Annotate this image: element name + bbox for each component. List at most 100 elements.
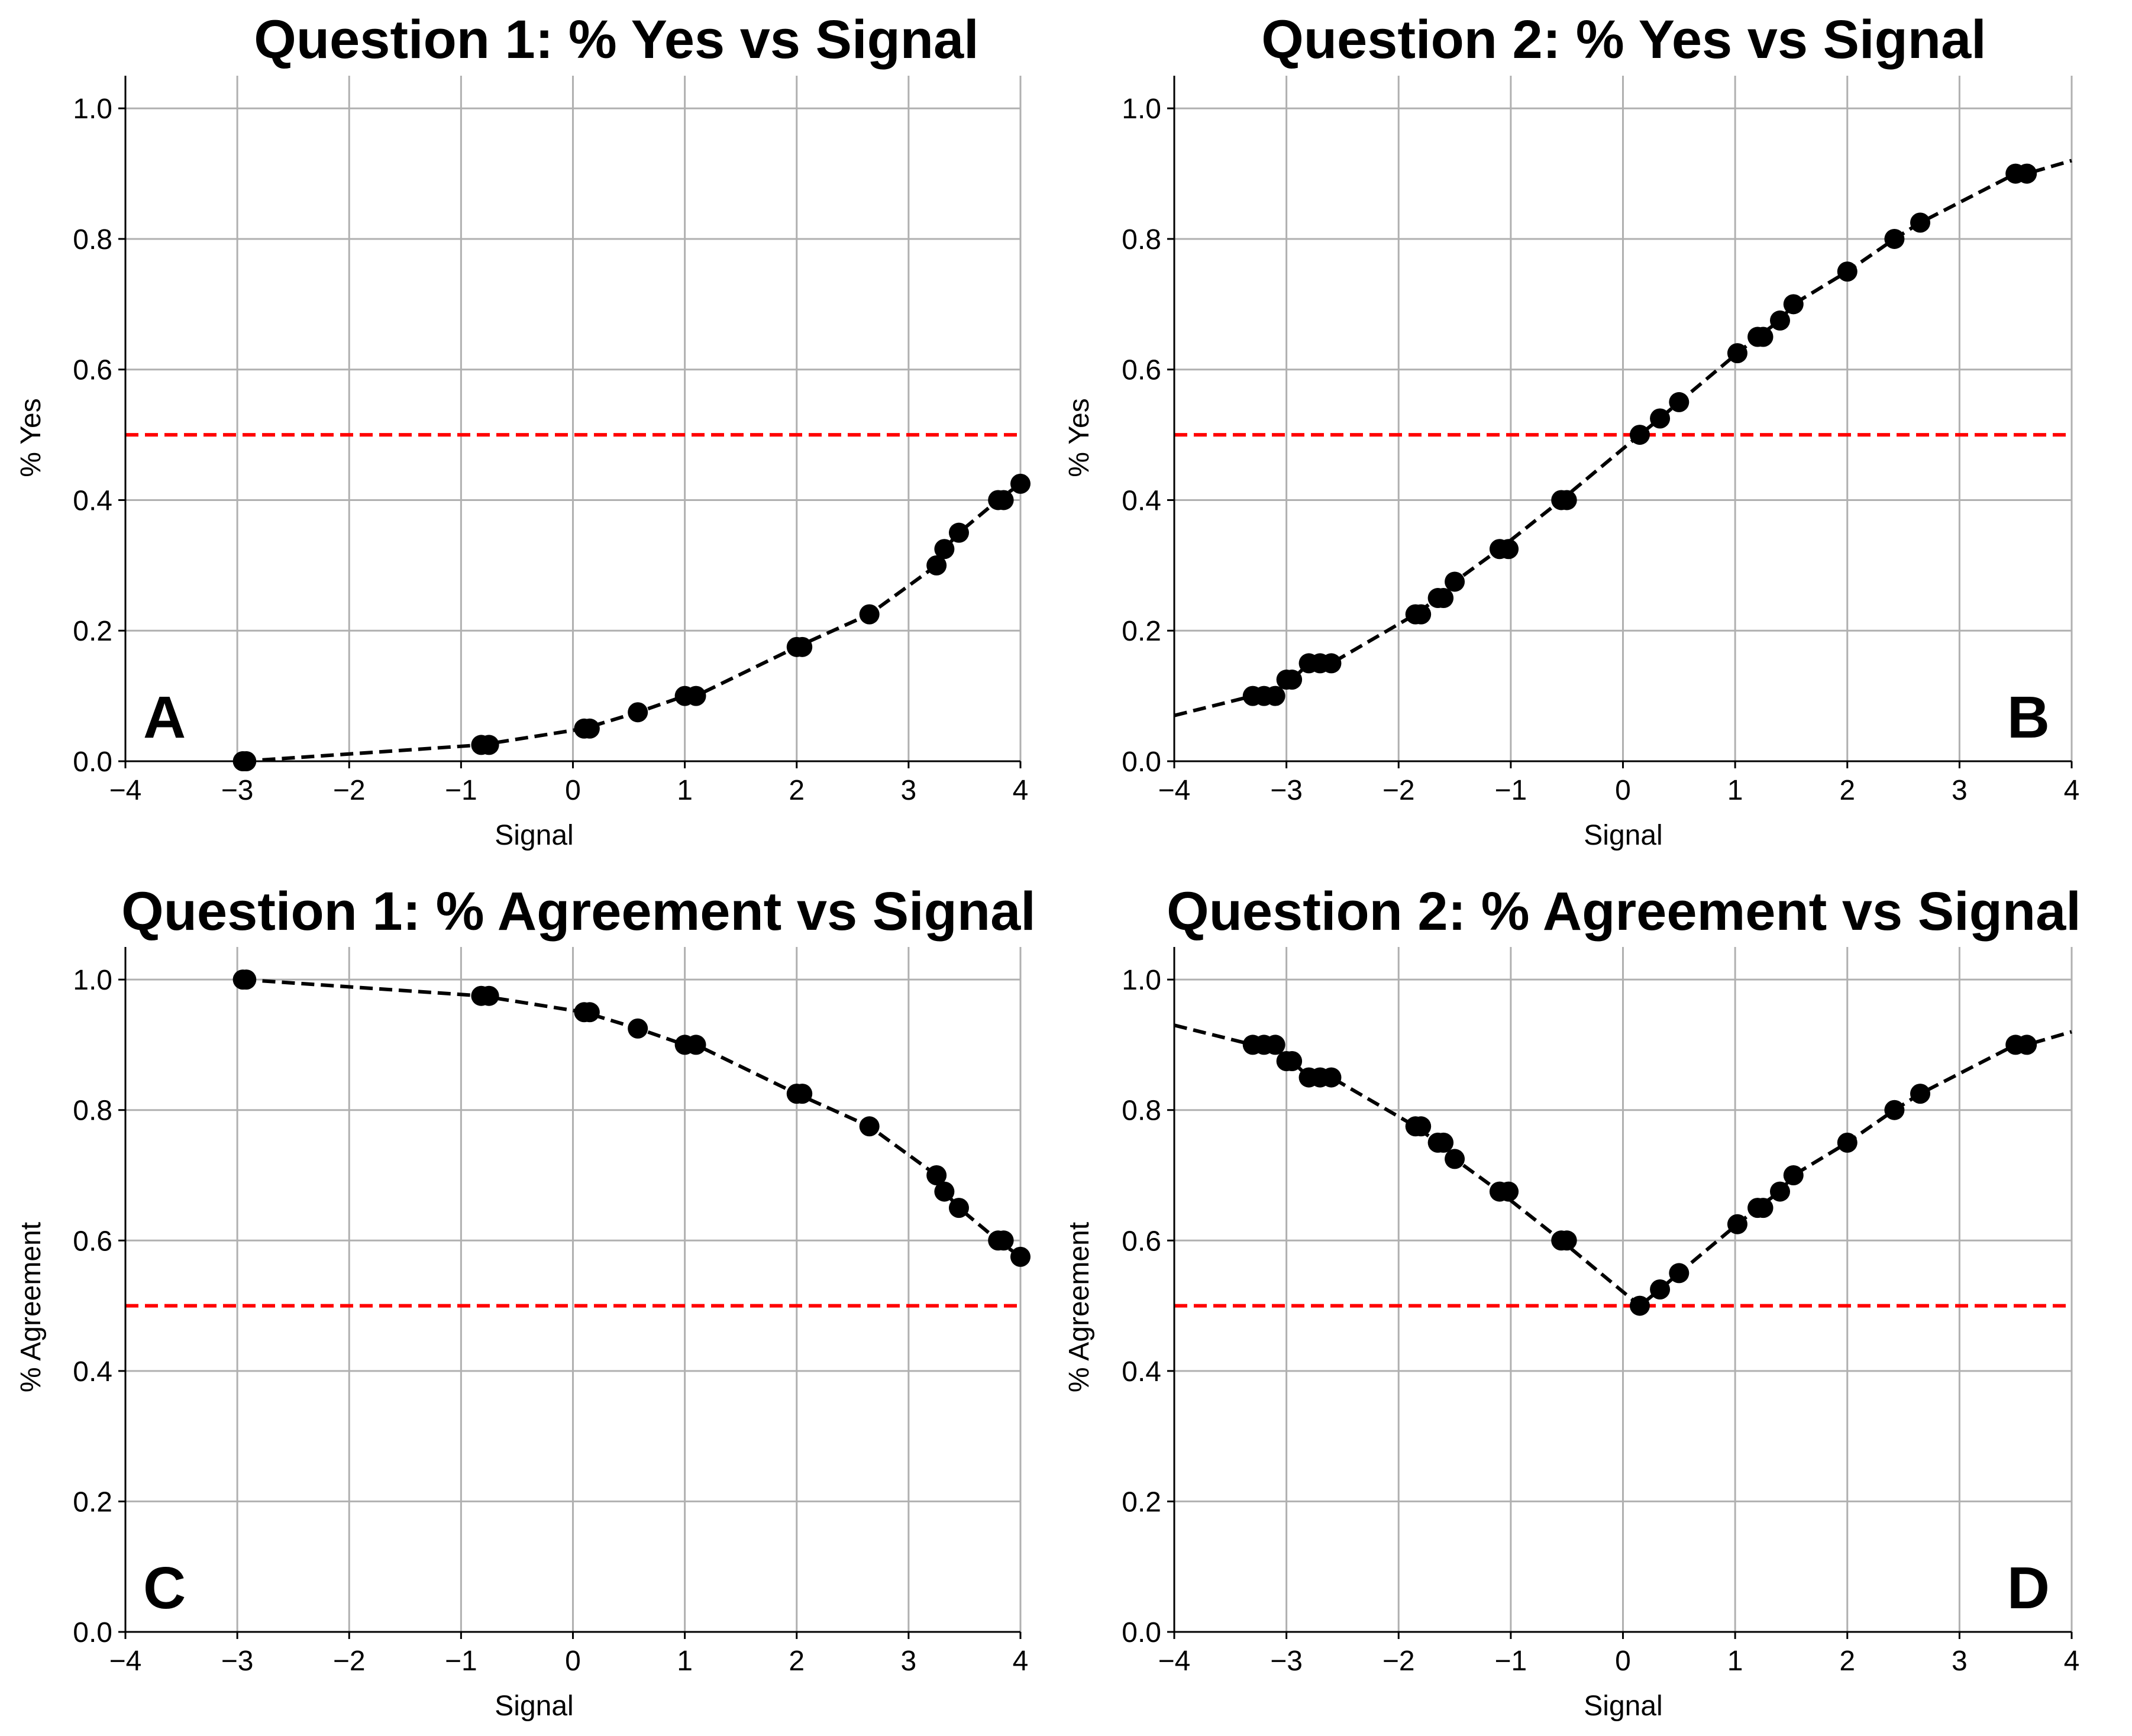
data-point	[1411, 1116, 1432, 1137]
data-point	[1433, 1132, 1454, 1153]
x-axis-label: Signal	[495, 820, 573, 851]
panel-letter: B	[2007, 684, 2050, 751]
y-tick-label: 0.4	[1122, 485, 1161, 516]
data-point	[1265, 686, 1285, 706]
y-tick-label: 0.2	[73, 616, 112, 647]
data-point	[1884, 1100, 1905, 1120]
data-point	[686, 686, 706, 706]
y-tick-label: 0.6	[1122, 1226, 1161, 1257]
data-point	[1650, 1279, 1671, 1299]
x-tick-label: −1	[445, 775, 477, 806]
y-tick-label: 1.0	[73, 93, 112, 125]
x-tick-label: −3	[1270, 1646, 1303, 1677]
data-point	[792, 636, 813, 657]
x-tick-label: 1	[1727, 775, 1743, 806]
x-tick-label: 3	[901, 1646, 917, 1677]
data-point	[792, 1084, 813, 1104]
data-point	[1445, 1149, 1465, 1169]
y-tick-label: 0.8	[1122, 224, 1161, 256]
data-point	[1910, 1084, 1931, 1104]
y-tick-label: 0.2	[1122, 616, 1161, 647]
y-tick-label: 0.0	[73, 746, 112, 778]
data-point	[1321, 1067, 1342, 1088]
x-tick-label: 4	[1013, 1646, 1029, 1677]
data-point	[1727, 343, 1747, 364]
y-tick-label: 0.0	[1122, 1617, 1161, 1648]
x-tick-label: 2	[1839, 775, 1855, 806]
data-point	[1753, 1198, 1774, 1218]
data-point	[1669, 1263, 1690, 1284]
data-point	[1783, 294, 1804, 315]
x-tick-label: 0	[1615, 775, 1631, 806]
data-point	[1556, 1230, 1577, 1251]
data-point	[1837, 261, 1858, 282]
y-tick-label: 0.0	[73, 1617, 112, 1648]
x-tick-label: 3	[1952, 1646, 1968, 1677]
x-tick-label: −4	[1158, 1646, 1191, 1677]
data-point	[1433, 588, 1454, 609]
data-point	[479, 985, 499, 1006]
y-tick-label: 1.0	[1122, 965, 1161, 996]
x-tick-label: 0	[565, 1646, 581, 1677]
data-point	[1769, 1181, 1790, 1202]
x-tick-label: 1	[1727, 1646, 1743, 1677]
data-point	[628, 1018, 648, 1039]
y-tick-label: 0.4	[73, 485, 112, 516]
data-point	[1769, 310, 1790, 331]
y-axis-label: % Agreement	[1064, 1222, 1095, 1392]
data-points	[232, 473, 1031, 771]
x-tick-label: −2	[1382, 1646, 1415, 1677]
x-tick-label: −4	[1158, 775, 1191, 806]
x-tick-label: 2	[1839, 1646, 1855, 1677]
y-tick-label: 0.2	[73, 1486, 112, 1518]
gridlines	[124, 76, 1022, 762]
data-point	[1411, 604, 1432, 625]
x-tick-label: −3	[221, 1646, 254, 1677]
data-point	[926, 555, 947, 576]
x-tick-label: 4	[1013, 775, 1029, 806]
data-point	[628, 702, 648, 723]
panel-title: Question 1: % Agreement vs Signal	[121, 881, 1036, 942]
panel-title: Question 2: % Yes vs Signal	[1261, 9, 1986, 70]
y-tick-label: 0.6	[73, 1226, 112, 1257]
data-point	[934, 539, 955, 560]
data-point	[1753, 326, 1774, 347]
data-point	[859, 1116, 880, 1137]
data-point	[934, 1181, 955, 1202]
gridlines	[124, 947, 1022, 1633]
data-point	[2017, 1035, 2037, 1055]
x-tick-label: 1	[677, 1646, 693, 1677]
y-tick-label: 1.0	[1122, 93, 1161, 125]
data-point	[1837, 1132, 1858, 1153]
x-tick-label: 1	[677, 775, 693, 806]
x-tick-label: 3	[1952, 775, 1968, 806]
data-point	[1282, 670, 1303, 690]
panel-c: Question 1: % Agreement vs Signal Signal…	[15, 881, 1036, 1722]
y-axis-label: % Yes	[15, 398, 47, 477]
data-point	[993, 1230, 1014, 1251]
data-point	[1010, 473, 1031, 494]
data-point	[1010, 1246, 1031, 1267]
data-point	[1498, 1181, 1519, 1202]
y-tick-label: 1.0	[73, 965, 112, 996]
x-tick-label: 4	[2064, 1646, 2080, 1677]
panel-letter: A	[143, 684, 186, 751]
y-tick-label: 0.8	[1122, 1095, 1161, 1127]
data-points	[1242, 1035, 2037, 1316]
data-point	[1669, 392, 1690, 412]
data-point	[948, 1198, 969, 1218]
data-point	[1629, 425, 1650, 445]
tick-labels: −4 −3 −2 −1 0 1 2 3 4 0.0 0.2 0.4 0.6 0.8 1.0	[1122, 93, 2079, 806]
panel-letter: C	[143, 1555, 186, 1621]
y-axis-label: % Agreement	[15, 1222, 47, 1392]
data-point	[2017, 163, 2037, 184]
x-tick-label: −4	[109, 1646, 142, 1677]
data-point	[1498, 539, 1519, 560]
x-tick-label: 0	[565, 775, 581, 806]
data-point	[926, 1165, 947, 1185]
panel-title: Question 1: % Yes vs Signal	[254, 9, 978, 70]
data-point	[1783, 1165, 1804, 1185]
x-tick-label: −1	[1495, 1646, 1527, 1677]
y-axis-label: % Yes	[1064, 398, 1095, 477]
